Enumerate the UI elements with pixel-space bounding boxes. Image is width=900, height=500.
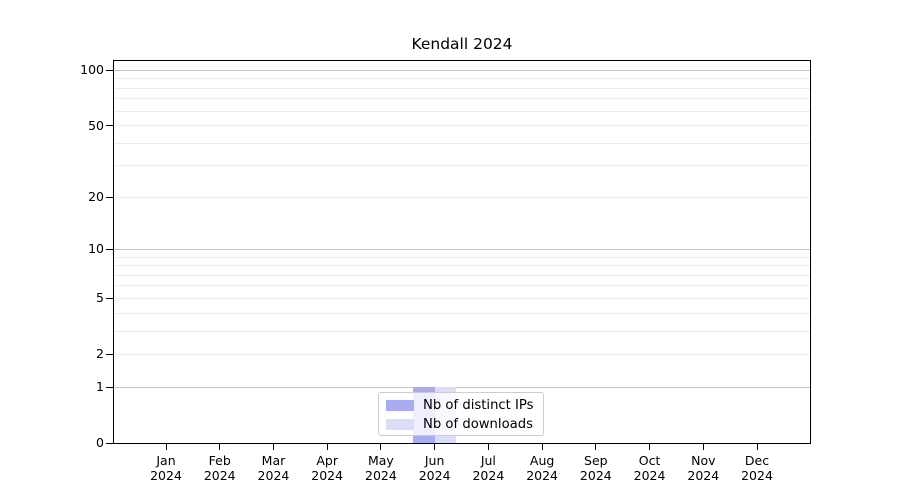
y-tick (106, 125, 113, 126)
left-spine (113, 60, 114, 444)
x-tick (757, 444, 758, 450)
x-tick (166, 444, 167, 450)
x-tick-label: Mar 2024 (257, 453, 290, 483)
y-minor-gridline (114, 125, 810, 126)
legend-swatch-nb-of-distinct-ips (386, 400, 414, 411)
y-tick (106, 249, 113, 250)
x-tick (703, 444, 704, 450)
y-tick-label: 100 (80, 62, 104, 78)
legend-label: Nb of downloads (423, 417, 533, 432)
y-minor-gridline (114, 78, 810, 79)
x-tick (488, 444, 489, 450)
chart-title: Kendall 2024 (411, 35, 513, 53)
y-tick-label: 5 (96, 290, 104, 306)
y-minor-gridline (114, 354, 810, 355)
x-tick-label: Jan 2024 (150, 453, 182, 483)
x-tick-label: Jul 2024 (472, 453, 505, 483)
y-minor-gridline (114, 285, 810, 286)
y-major-gridline (114, 387, 810, 388)
x-tick (327, 444, 328, 450)
y-minor-gridline (114, 98, 810, 99)
legend-label: Nb of distinct IPs (423, 398, 534, 413)
y-tick-label: 0 (96, 435, 104, 450)
x-tick (434, 444, 435, 450)
y-tick (106, 70, 113, 71)
bottom-spine (113, 443, 811, 444)
x-tick (219, 444, 220, 450)
y-tick (106, 354, 113, 355)
y-minor-gridline (114, 298, 810, 299)
x-tick (542, 444, 543, 450)
x-tick (649, 444, 650, 450)
right-spine (810, 60, 811, 444)
y-minor-gridline (114, 331, 810, 332)
x-tick-label: Nov 2024 (687, 453, 720, 483)
y-tick-label: 50 (88, 117, 104, 133)
y-minor-gridline (114, 265, 810, 266)
x-tick (595, 444, 596, 450)
y-tick-label: 2 (96, 346, 104, 362)
y-tick (106, 443, 113, 444)
y-tick-label: 1 (96, 379, 104, 395)
x-tick-label: Dec 2024 (741, 453, 773, 483)
legend-item: Nb of downloads (379, 415, 543, 434)
y-minor-gridline (114, 88, 810, 89)
y-major-gridline (114, 70, 810, 71)
x-tick-label: May 2024 (365, 453, 397, 483)
x-tick-label: Jun 2024 (418, 453, 451, 483)
x-tick-label: Sep 2024 (579, 453, 612, 483)
y-minor-gridline (114, 111, 810, 112)
x-tick (273, 444, 274, 450)
legend-item: Nb of distinct IPs (379, 396, 543, 415)
x-tick (380, 444, 381, 450)
x-tick-label: Feb 2024 (203, 453, 236, 483)
x-tick-label: Oct 2024 (633, 453, 666, 483)
y-minor-gridline (114, 165, 810, 166)
y-minor-gridline (114, 257, 810, 258)
y-minor-gridline (114, 275, 810, 276)
x-tick-label: Apr 2024 (311, 453, 344, 483)
legend-swatch-nb-of-downloads (386, 419, 414, 430)
y-tick-label: 20 (88, 189, 104, 205)
y-minor-gridline (114, 313, 810, 314)
x-tick-label: Aug 2024 (526, 453, 559, 483)
y-tick (106, 298, 113, 299)
legend: Nb of distinct IPs Nb of downloads (378, 392, 544, 436)
y-minor-gridline (114, 197, 810, 198)
y-major-gridline (114, 249, 810, 250)
top-spine (113, 60, 811, 61)
y-minor-gridline (114, 143, 810, 144)
y-tick (106, 197, 113, 198)
y-tick-label: 10 (88, 241, 104, 257)
y-tick (106, 387, 113, 388)
